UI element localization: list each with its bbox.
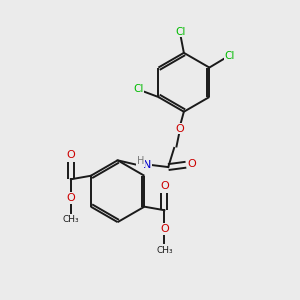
Text: CH₃: CH₃ [156, 246, 173, 255]
Text: O: O [66, 150, 75, 160]
Text: O: O [188, 159, 196, 169]
Text: O: O [176, 124, 184, 134]
Text: N: N [143, 160, 152, 170]
Text: O: O [160, 224, 169, 234]
Text: O: O [160, 181, 169, 191]
Text: Cl: Cl [176, 27, 186, 37]
Text: Cl: Cl [133, 84, 143, 94]
Text: CH₃: CH₃ [62, 215, 79, 224]
Text: H: H [136, 156, 144, 166]
Text: Cl: Cl [225, 51, 235, 61]
Text: O: O [66, 193, 75, 203]
